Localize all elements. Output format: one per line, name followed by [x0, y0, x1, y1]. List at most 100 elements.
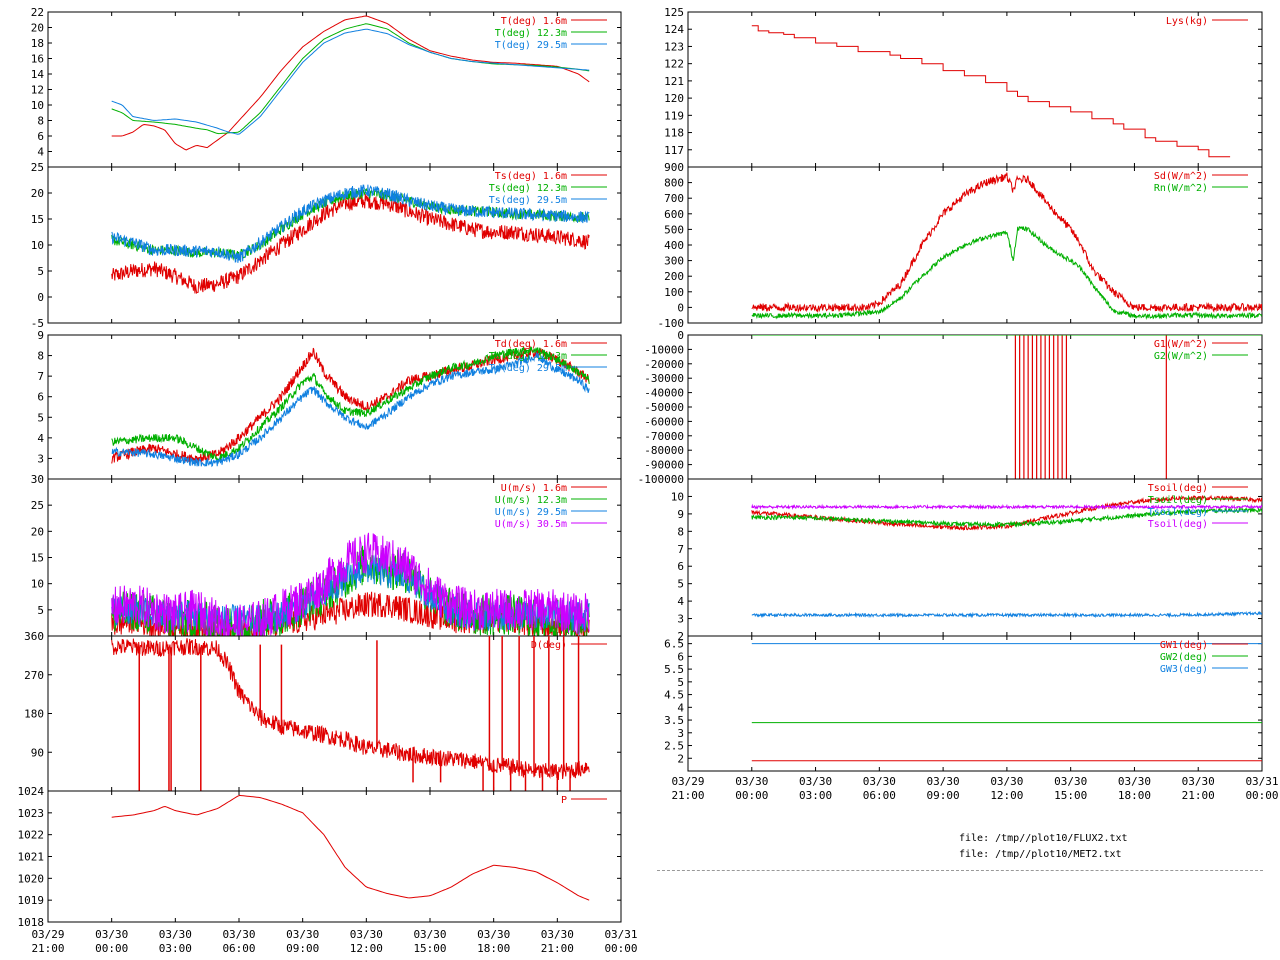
legend-label: D(deg) [531, 640, 567, 651]
legend-label: U(m/s) 1.6m [501, 483, 567, 494]
y-tick-label: 900 [664, 161, 684, 174]
y-tick-label: 2 [677, 630, 684, 643]
y-tick-label: 200 [664, 270, 684, 283]
y-tick-label: 1023 [18, 807, 45, 820]
y-tick-label: 8 [677, 525, 684, 538]
y-tick-label: 14 [31, 68, 45, 81]
panel-frame [687, 635, 1263, 772]
y-tick-label: 1022 [18, 829, 45, 842]
legend-label: T(deg) 12.3m [495, 28, 567, 39]
x-tick-date: 03/30 [413, 928, 446, 941]
legend-label: G2(W/m^2) [1154, 351, 1208, 362]
y-tick-label: -80000 [644, 444, 684, 457]
y-tick-label: 5 [37, 604, 44, 617]
legend-label: U(m/s) 12.3m [495, 495, 567, 506]
series-line [751, 503, 1262, 511]
y-tick-label: -30000 [644, 372, 684, 385]
series-group [751, 494, 1262, 619]
y-tick-label: 18 [31, 37, 44, 50]
y-tick-label: 20 [31, 525, 44, 538]
y-tick-label: -90000 [644, 459, 684, 472]
y-tick-label: 3.5 [664, 714, 684, 727]
x-tick-time: 12:00 [990, 789, 1023, 802]
x-tick-date: 03/30 [477, 928, 510, 941]
y-tick-label: 20 [31, 22, 44, 35]
legend-label: U(m/s) 30.5m [495, 519, 567, 530]
y-tick-label: 15 [31, 552, 44, 565]
series-line [111, 193, 590, 295]
y-tick-label: 117 [664, 144, 684, 157]
legend-label: Lys(kg) [1166, 16, 1208, 27]
y-tick-label: -20000 [644, 358, 684, 371]
series-line [111, 545, 590, 636]
series-group [111, 636, 590, 791]
x-tick-time: 21:00 [1182, 789, 1215, 802]
y-tick-label: 6.5 [664, 638, 684, 651]
x-tick-time: 03:00 [159, 942, 192, 955]
x-tick-date: 03/30 [350, 928, 383, 941]
legend-label: T(deg) 29.5m [495, 40, 567, 51]
panel-r3: -100000-90000-80000-70000-60000-50000-40… [638, 329, 1263, 486]
y-tick-label: -5 [31, 317, 44, 330]
y-tick-label: 121 [664, 75, 684, 88]
panel-frame [47, 790, 622, 923]
y-tick-label: 118 [664, 127, 684, 140]
series-line [111, 346, 590, 463]
y-tick-label: -100000 [638, 473, 684, 486]
y-tick-label: -50000 [644, 401, 684, 414]
series-group [111, 794, 590, 901]
x-tick-time: 15:00 [413, 942, 446, 955]
x-tick-time: 03:00 [799, 789, 832, 802]
series-group [111, 184, 590, 295]
y-tick-label: 4 [677, 701, 684, 714]
x-tick-time: 21:00 [671, 789, 704, 802]
y-tick-label: 12 [31, 84, 44, 97]
series-group [751, 643, 1262, 762]
panel-r1: 117 118 119 120 121 122 123 124 125 Lys(kg) [664, 6, 1263, 168]
x-tick-date: 03/30 [222, 928, 255, 941]
y-tick-label: 10 [671, 490, 684, 503]
y-tick-label: 122 [664, 58, 684, 71]
y-tick-label: 1021 [18, 851, 45, 864]
x-tick-date: 03/29 [671, 775, 704, 788]
series-line [111, 28, 590, 135]
y-tick-label: 3 [677, 613, 684, 626]
series-group [111, 15, 590, 151]
y-tick-label: 120 [664, 92, 684, 105]
y-tick-label: 30 [31, 473, 44, 486]
x-tick-time: 06:00 [863, 789, 896, 802]
y-tick-label: 20 [31, 187, 44, 200]
y-tick-label: 5.5 [664, 663, 684, 676]
y-tick-label: 6 [677, 560, 684, 573]
panel-r5: 22.533.544.555.566.5 GW1(deg)GW2(deg)GW3(… [664, 635, 1263, 772]
y-tick-label: 15 [31, 213, 44, 226]
y-tick-label: 500 [664, 223, 684, 236]
x-tick-date: 03/30 [286, 928, 319, 941]
y-tick-label: -10000 [644, 343, 684, 356]
y-tick-label: 4 [677, 595, 684, 608]
x-tick-time: 21:00 [541, 942, 574, 955]
y-tick-label: 4 [37, 432, 44, 445]
y-tick-label: 8 [37, 350, 44, 363]
legend-label: U(m/s) 29.5m [495, 507, 567, 518]
y-tick-label: 0 [677, 329, 684, 342]
panel-r4: 2345678910Tsoil(deg)Tsoil(deg)Tsoil(deg)… [671, 478, 1263, 643]
legend-label: GW3(deg) [1160, 664, 1208, 675]
x-tick-date: 03/30 [1182, 775, 1215, 788]
y-tick-label: 5 [37, 411, 44, 424]
x-tick-time: 15:00 [1054, 789, 1087, 802]
x-tick-date: 03/30 [927, 775, 960, 788]
series-group [751, 25, 1231, 158]
legend-label: Td(deg) 12.3m [489, 351, 567, 362]
x-tick-time: 09:00 [927, 789, 960, 802]
x-tick-date: 03/30 [799, 775, 832, 788]
y-tick-label: -60000 [644, 415, 684, 428]
y-tick-label: 25 [31, 161, 44, 174]
y-tick-label: 124 [664, 23, 684, 36]
x-tick-date: 03/29 [31, 928, 64, 941]
x-tick-date: 03/30 [863, 775, 896, 788]
y-tick-label: 6 [37, 391, 44, 404]
